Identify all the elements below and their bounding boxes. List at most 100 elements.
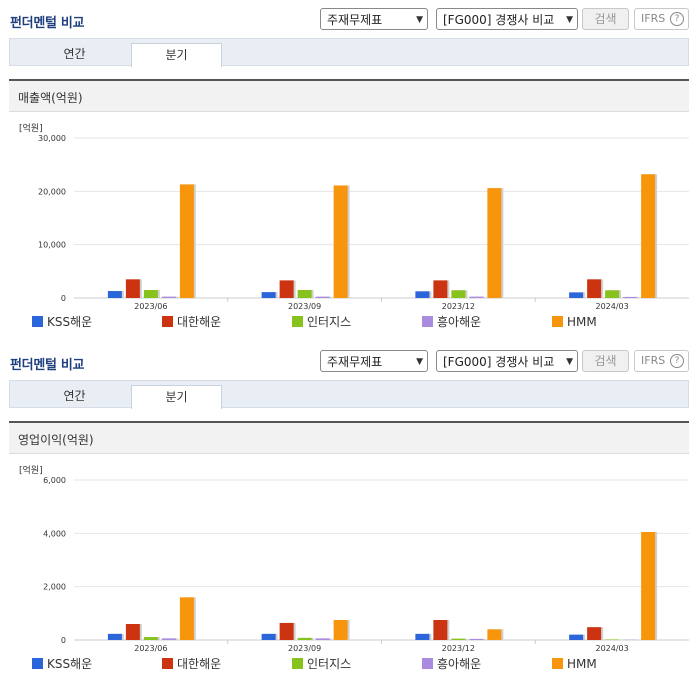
y-tick-label: 6,000	[43, 476, 66, 485]
legend-swatch	[162, 658, 173, 669]
statement-select[interactable]: 주재무제표 ▼	[320, 8, 428, 30]
operating-profit-bar-chart: 0 2,000 4,000 6,000 2023/06 2023/09 2023/12 202…	[43, 476, 689, 653]
bar	[605, 290, 620, 298]
x-tick-label: 2023/12	[442, 302, 475, 311]
help-icon: ?	[670, 354, 684, 368]
fundamental-section-operating-profit: 펀더멘털 비교 주재무제표 ▼ [FG000] 경쟁사 비교 ▼ 검색 IFRS…	[0, 342, 696, 684]
bar	[433, 620, 448, 640]
legend-item[interactable]: 대한해운	[162, 657, 221, 673]
legend-label: KSS해운	[47, 315, 93, 329]
y-tick-label: 20,000	[38, 187, 66, 196]
chevron-down-icon: ▼	[416, 15, 423, 25]
chart-header: 매출액(억원)	[9, 81, 689, 112]
y-tick-label: 10,000	[38, 241, 66, 250]
bar	[161, 296, 176, 298]
x-tick-label: 2024/03	[596, 644, 629, 653]
statement-select[interactable]: 주재무제표 ▼	[320, 350, 428, 372]
bar	[587, 627, 602, 640]
bar	[605, 639, 620, 640]
chevron-down-icon: ▼	[566, 357, 573, 367]
competitor-select[interactable]: [FG000] 경쟁사 비교 ▼	[436, 350, 578, 372]
chevron-down-icon: ▼	[416, 357, 423, 367]
legend-item[interactable]: 흥아해운	[422, 657, 481, 673]
x-tick-label: 2023/06	[134, 302, 167, 311]
ifrs-help-button[interactable]: IFRS ?	[634, 8, 689, 30]
period-tabs: 연간 분기	[9, 380, 689, 409]
bar	[261, 292, 276, 298]
chart-header: 영업이익(억원)	[9, 423, 689, 454]
bar	[415, 633, 430, 640]
chart-panel: 영업이익(억원) [억원] 0 2,000 4,000 6,000 2023/06 202…	[9, 421, 689, 679]
bar	[297, 290, 312, 298]
legend-item[interactable]: KSS해운	[32, 657, 92, 673]
legend-label: 인터지스	[307, 657, 352, 671]
legend-swatch	[162, 316, 173, 327]
bar	[279, 622, 294, 640]
competitor-select-value: [FG000] 경쟁사 비교	[443, 355, 555, 369]
ifrs-help-button[interactable]: IFRS ?	[634, 350, 689, 372]
bar	[125, 279, 140, 298]
legend-item[interactable]: HMM	[552, 315, 597, 331]
tab-annual[interactable]: 연간	[63, 47, 86, 61]
competitor-select-value: [FG000] 경쟁사 비교	[443, 13, 555, 27]
bar	[315, 296, 330, 298]
tab-annual[interactable]: 연간	[63, 389, 86, 403]
bar	[451, 290, 466, 298]
legend-swatch	[292, 316, 303, 327]
legend-label: KSS해운	[47, 657, 93, 671]
legend-item[interactable]: 인터지스	[292, 315, 351, 331]
tab-quarterly[interactable]: 분기	[131, 385, 222, 409]
statement-select-value: 주재무제표	[327, 355, 383, 369]
legend-swatch	[422, 658, 433, 669]
bar	[487, 629, 502, 640]
chart-title: 매출액(억원)	[18, 91, 83, 105]
bar	[587, 279, 602, 298]
legend-label: 흥아해운	[437, 657, 482, 671]
chart-legend: KSS해운 대한해운 인터지스 흥아해운 HMM	[9, 657, 689, 673]
legend-label: 대한해운	[177, 315, 222, 329]
legend-swatch	[422, 316, 433, 327]
bar	[469, 638, 484, 640]
help-icon: ?	[670, 12, 684, 26]
y-tick-label: 0	[61, 636, 66, 645]
x-tick-label: 2023/06	[134, 644, 167, 653]
search-button[interactable]: 검색	[582, 8, 629, 30]
legend-label: 인터지스	[307, 315, 352, 329]
bar	[107, 291, 122, 298]
ifrs-label: IFRS	[641, 12, 666, 25]
ifrs-label: IFRS	[641, 354, 666, 367]
revenue-bar-chart: 0 10,000 20,000 30,000 2023/06 2023/09 2023/12…	[38, 134, 689, 311]
legend-swatch	[292, 658, 303, 669]
bar	[415, 291, 430, 298]
bar	[279, 280, 294, 298]
bar	[433, 280, 448, 298]
y-tick-label: 2,000	[43, 583, 66, 592]
bar	[487, 188, 502, 298]
tab-quarterly[interactable]: 분기	[131, 43, 222, 67]
bar	[569, 292, 584, 298]
legend-item[interactable]: KSS해운	[32, 315, 92, 331]
competitor-select[interactable]: [FG000] 경쟁사 비교 ▼	[436, 8, 578, 30]
bar	[107, 633, 122, 640]
bar	[451, 638, 466, 640]
bar	[569, 634, 584, 640]
search-button[interactable]: 검색	[582, 350, 629, 372]
legend-item[interactable]: 흥아해운	[422, 315, 481, 331]
legend-item[interactable]: 인터지스	[292, 657, 351, 673]
bar	[143, 637, 158, 640]
bar	[179, 597, 194, 640]
legend-label: 흥아해운	[437, 315, 482, 329]
x-tick-label: 2023/09	[288, 644, 321, 653]
legend-swatch	[552, 316, 563, 327]
bar	[125, 624, 140, 640]
y-tick-label: 0	[61, 294, 66, 303]
legend-label: HMM	[567, 315, 597, 329]
legend-item[interactable]: 대한해운	[162, 315, 221, 331]
chart-panel: 매출액(억원) [억원] 0 10,000 20,000 30,000 2023/06 2…	[9, 79, 689, 337]
bar	[641, 174, 656, 298]
y-axis-unit: [억원]	[19, 124, 43, 134]
statement-select-value: 주재무제표	[327, 13, 383, 27]
legend-item[interactable]: HMM	[552, 657, 597, 673]
y-axis-unit: [억원]	[19, 466, 43, 476]
bar	[261, 633, 276, 640]
